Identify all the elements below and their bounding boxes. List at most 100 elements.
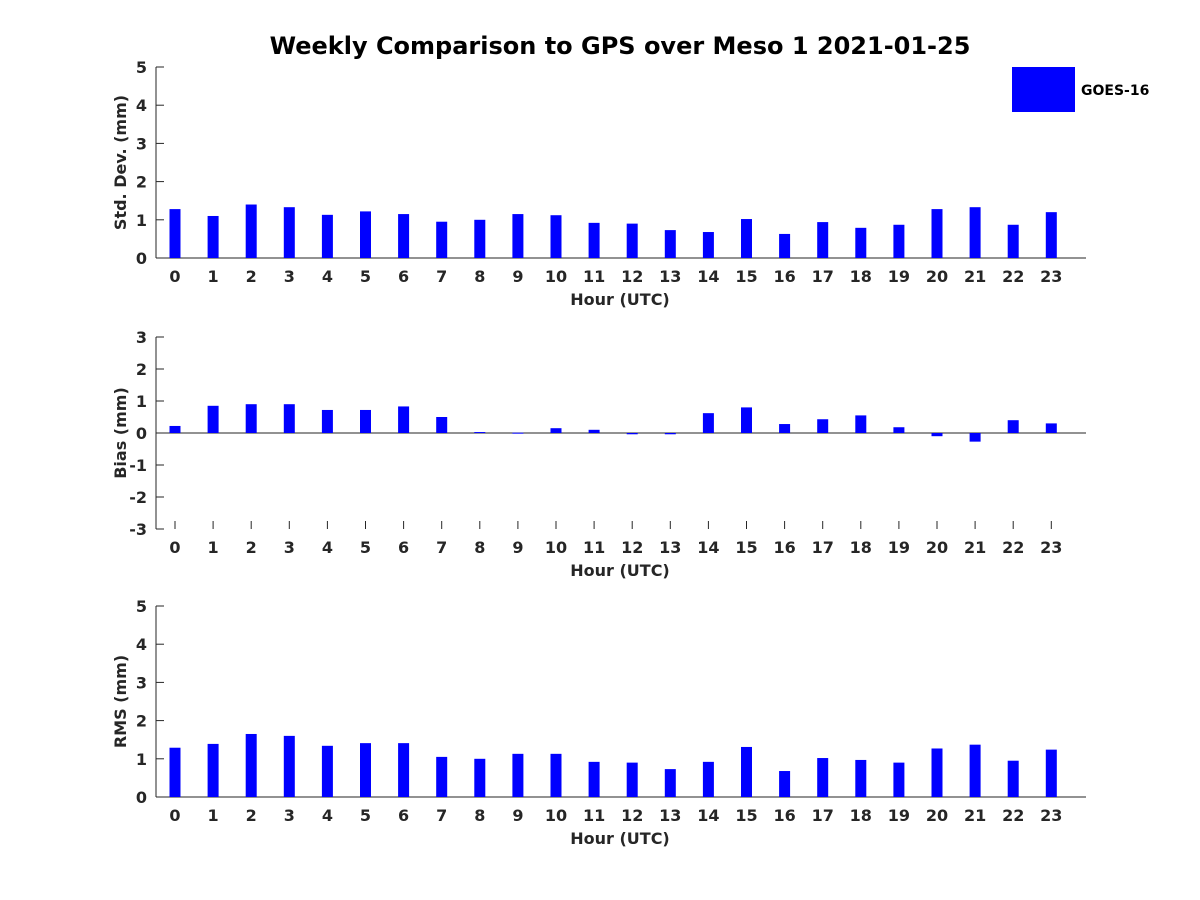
bar-hour-20 — [931, 748, 943, 797]
bar-hour-4 — [321, 214, 333, 258]
bar-hour-9 — [512, 753, 524, 797]
bar-hour-20 — [931, 209, 943, 258]
x-tick-label: 15 — [735, 267, 757, 286]
y-tick-label: 4 — [136, 96, 147, 115]
x-tick-label: 17 — [812, 267, 834, 286]
x-tick-label: 5 — [360, 267, 371, 286]
x-tick-label: 20 — [926, 806, 948, 825]
bar-hour-12 — [626, 433, 638, 435]
y-axis-label: Std. Dev. (mm) — [111, 95, 130, 230]
x-tick-label: 22 — [1002, 267, 1024, 286]
bar-hour-23 — [1045, 212, 1057, 258]
bar-hour-2 — [245, 204, 257, 258]
bar-hour-5 — [360, 409, 371, 433]
bar-hour-10 — [550, 753, 562, 797]
bar-hour-16 — [779, 771, 791, 797]
bar-hour-3 — [283, 207, 295, 258]
bar-hour-9 — [512, 432, 524, 434]
bar-hour-5 — [360, 743, 371, 797]
x-tick-label: 15 — [735, 538, 757, 557]
x-tick-label: 23 — [1040, 806, 1062, 825]
bar-hour-13 — [664, 769, 676, 797]
x-tick-label: 14 — [697, 267, 719, 286]
x-tick-label: 17 — [812, 538, 834, 557]
bar-hour-15 — [741, 219, 752, 258]
y-tick-label: 2 — [136, 360, 147, 379]
bar-hour-14 — [702, 413, 714, 433]
x-tick-label: 3 — [284, 267, 295, 286]
y-axis-label: Bias (mm) — [111, 387, 130, 479]
x-tick-label: 23 — [1040, 538, 1062, 557]
x-tick-label: 2 — [246, 538, 257, 557]
y-tick-label: 0 — [136, 249, 147, 268]
bar-hour-22 — [1007, 224, 1019, 258]
y-tick-label: 1 — [136, 750, 147, 769]
x-tick-label: 9 — [512, 538, 523, 557]
bar-hour-7 — [436, 756, 448, 797]
y-tick-label: 3 — [136, 673, 147, 692]
bar-hour-8 — [474, 758, 486, 797]
bar-hour-21 — [969, 207, 981, 258]
bar-hour-2 — [245, 404, 257, 433]
x-tick-label: 20 — [926, 538, 948, 557]
x-tick-label: 16 — [773, 267, 795, 286]
bar-hour-21 — [969, 744, 981, 797]
bar-hour-6 — [398, 406, 410, 433]
y-tick-label: 3 — [136, 328, 147, 347]
x-tick-label: 5 — [360, 538, 371, 557]
x-tick-label: 19 — [888, 806, 910, 825]
x-tick-label: 3 — [284, 538, 295, 557]
x-tick-label: 22 — [1002, 806, 1024, 825]
x-tick-label: 21 — [964, 806, 986, 825]
bar-hour-20 — [931, 433, 943, 437]
bar-hour-18 — [855, 759, 867, 797]
bar-hour-4 — [321, 409, 333, 433]
y-tick-label: 4 — [136, 635, 147, 654]
bar-hour-1 — [207, 215, 219, 258]
bar-hour-14 — [702, 761, 714, 797]
bar-hour-9 — [512, 214, 524, 258]
bar-hour-8 — [474, 432, 486, 434]
bar-hour-18 — [855, 415, 867, 433]
bar-hour-0 — [169, 425, 181, 433]
bar-hour-11 — [588, 222, 600, 258]
bar-hour-10 — [550, 428, 562, 433]
x-tick-label: 7 — [436, 538, 447, 557]
bar-hour-10 — [550, 215, 562, 258]
bar-hour-14 — [702, 232, 714, 258]
x-tick-label: 12 — [621, 267, 643, 286]
x-tick-label: 4 — [322, 267, 333, 286]
bar-hour-22 — [1007, 420, 1019, 433]
bar-hour-5 — [360, 211, 371, 258]
x-tick-label: 8 — [474, 538, 485, 557]
x-tick-label: 7 — [436, 806, 447, 825]
bar-hour-16 — [779, 233, 791, 258]
x-tick-label: 6 — [398, 267, 409, 286]
y-tick-label: 1 — [136, 211, 147, 230]
x-tick-label: 10 — [545, 267, 567, 286]
y-tick-label: -3 — [129, 520, 147, 539]
x-tick-label: 14 — [697, 806, 719, 825]
chart-title: Weekly Comparison to GPS over Meso 1 202… — [270, 32, 971, 60]
bar-hour-6 — [398, 743, 410, 797]
x-tick-label: 8 — [474, 806, 485, 825]
bar-hour-17 — [817, 758, 829, 797]
x-tick-label: 1 — [208, 806, 219, 825]
x-axis-label: Hour (UTC) — [570, 829, 670, 848]
x-tick-label: 18 — [850, 538, 872, 557]
bar-hour-7 — [436, 417, 448, 433]
x-tick-label: 18 — [850, 267, 872, 286]
y-tick-label: 0 — [136, 424, 147, 443]
x-tick-label: 0 — [169, 538, 180, 557]
bar-hour-23 — [1045, 749, 1057, 797]
bar-hour-4 — [321, 745, 333, 797]
x-tick-label: 11 — [583, 267, 605, 286]
bar-hour-16 — [779, 424, 791, 433]
bar-hour-3 — [283, 404, 295, 433]
x-tick-label: 23 — [1040, 267, 1062, 286]
bar-hour-17 — [817, 419, 829, 433]
bar-hour-2 — [245, 733, 257, 797]
bar-hour-19 — [893, 762, 905, 797]
